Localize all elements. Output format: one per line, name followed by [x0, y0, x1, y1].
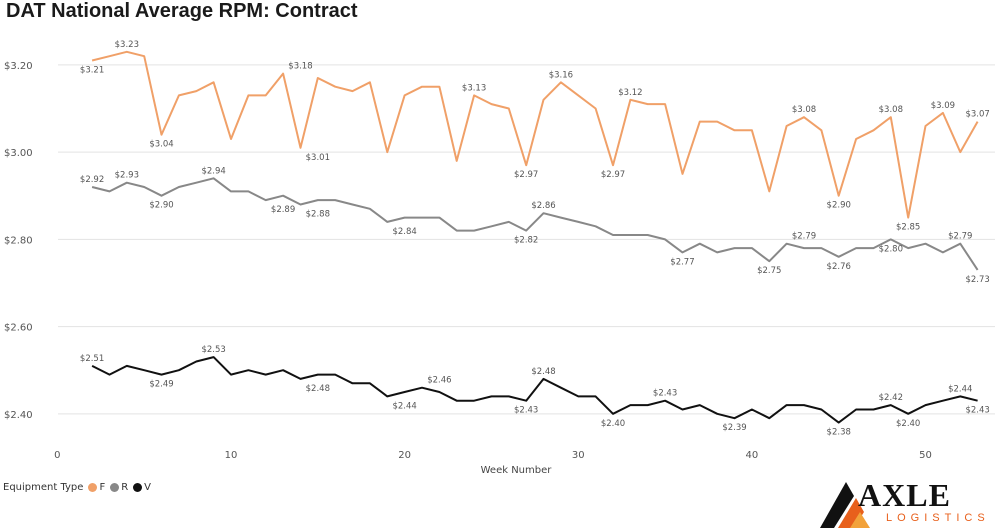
legend-swatch-f — [88, 483, 98, 492]
legend-item-v[interactable]: V — [133, 482, 151, 493]
legend-title: Equipment Type — [3, 482, 84, 493]
data-label: $2.89 — [271, 205, 295, 215]
data-label: $2.94 — [201, 166, 225, 176]
data-label: $2.48 — [531, 367, 555, 377]
data-label: $2.82 — [514, 236, 538, 246]
x-tick-label: 50 — [919, 450, 932, 461]
series-line-r — [91, 177, 979, 271]
data-label: $3.04 — [149, 140, 173, 150]
data-label: $2.86 — [531, 201, 555, 211]
y-tick-label: $2.60 — [4, 323, 33, 334]
data-label: $3.18 — [288, 62, 312, 72]
data-label: $2.46 — [427, 376, 451, 386]
x-axis-label: Week Number — [481, 465, 553, 476]
data-label: $2.79 — [792, 232, 816, 242]
data-label: $2.77 — [670, 257, 694, 267]
y-tick-label: $2.40 — [4, 410, 33, 421]
data-label: $3.07 — [965, 110, 989, 120]
legend-swatch-r — [110, 483, 120, 492]
x-tick-label: 30 — [572, 450, 585, 461]
data-label: $2.79 — [948, 232, 972, 242]
data-label: $3.08 — [879, 105, 903, 115]
data-label: $2.53 — [201, 345, 225, 355]
data-label: $2.73 — [965, 275, 989, 285]
data-label: $2.39 — [722, 423, 746, 433]
series-line-v — [91, 356, 978, 424]
data-label: $2.84 — [392, 227, 416, 237]
legend: Equipment Type F R V — [3, 482, 151, 493]
data-label: $2.76 — [827, 262, 851, 272]
series-layer — [91, 50, 979, 424]
x-tick-label: 10 — [225, 450, 238, 461]
legend-label-r: R — [121, 482, 129, 493]
data-label: $3.16 — [549, 70, 573, 80]
data-label: $2.75 — [757, 266, 781, 276]
data-label: $2.43 — [514, 406, 538, 416]
y-tick-label: $3.00 — [4, 148, 33, 159]
gridlines — [58, 64, 995, 415]
data-label: $2.88 — [306, 209, 330, 219]
data-label: $2.44 — [392, 401, 416, 411]
data-label: $2.38 — [827, 428, 851, 438]
data-label: $3.08 — [792, 105, 816, 115]
y-tick-label: $3.20 — [4, 61, 33, 72]
legend-item-f[interactable]: F — [88, 482, 105, 493]
data-label: $2.42 — [879, 393, 903, 403]
data-label: $2.43 — [653, 389, 677, 399]
legend-item-r[interactable]: R — [110, 482, 128, 493]
data-label: $2.90 — [827, 201, 851, 211]
data-label: $2.90 — [149, 201, 173, 211]
data-labels-layer: $3.21 $3.23 $3.04 $3.18 $3.01 $3.13 $2.97 $3.16… — [80, 40, 990, 438]
legend-label-f: F — [99, 482, 106, 493]
data-label: $2.44 — [948, 384, 972, 394]
data-label: $2.40 — [896, 419, 920, 429]
x-axis: 0 10 20 30 40 50 — [54, 450, 932, 461]
legend-label-v: V — [144, 482, 151, 493]
x-tick-label: 40 — [746, 450, 759, 461]
data-label: $3.13 — [462, 83, 486, 93]
data-label: $2.97 — [601, 170, 625, 180]
data-label: $2.93 — [115, 171, 139, 181]
data-label: $2.92 — [80, 175, 104, 185]
data-label: $2.97 — [514, 170, 538, 180]
axle-logistics-logo: AXLE LOGISTICS — [820, 478, 992, 528]
data-label: $3.23 — [115, 40, 139, 50]
data-label: $2.80 — [879, 244, 903, 254]
data-label: $3.21 — [80, 66, 104, 76]
x-tick-label: 20 — [398, 450, 411, 461]
data-label: $2.49 — [149, 380, 173, 390]
data-label: $3.01 — [306, 153, 330, 163]
data-label: $2.43 — [965, 406, 989, 416]
data-label: $2.85 — [896, 223, 920, 233]
logo-subtitle: LOGISTICS — [886, 512, 990, 524]
y-tick-label: $2.80 — [4, 235, 33, 246]
legend-swatch-v — [133, 483, 143, 492]
data-label: $2.40 — [601, 419, 625, 429]
chart-title: DAT National Average RPM: Contract — [6, 0, 358, 22]
data-label: $3.09 — [931, 101, 955, 111]
series-line-f — [91, 50, 979, 219]
logo-wordmark: AXLE — [858, 477, 951, 513]
axle-triangle-logo-icon — [820, 482, 870, 528]
y-axis: $2.40 $2.60 $2.80 $3.00 $3.20 — [4, 61, 33, 421]
data-label: $3.12 — [618, 88, 642, 98]
data-label: $2.48 — [306, 384, 330, 394]
x-tick-label: 0 — [54, 450, 60, 461]
data-label: $2.51 — [80, 354, 104, 364]
